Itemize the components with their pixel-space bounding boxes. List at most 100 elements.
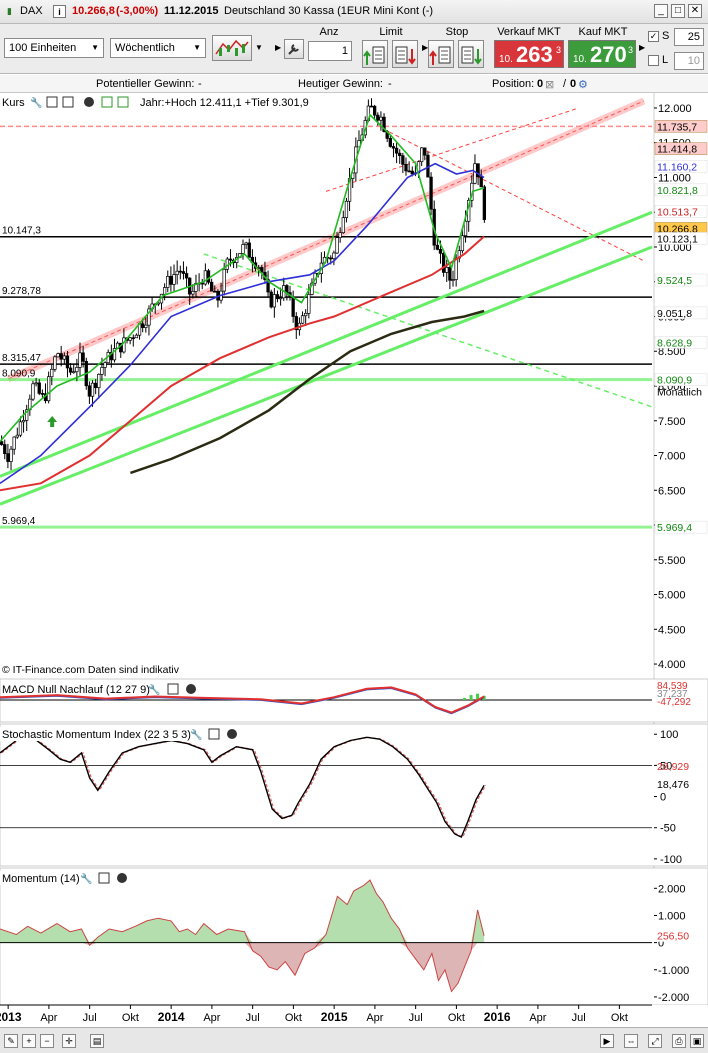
buy-market-button[interactable]: 10. 270 3 (568, 40, 636, 68)
candle-body (162, 287, 167, 295)
print-icon[interactable]: ⎙ (672, 1034, 686, 1048)
settings-button[interactable] (284, 39, 304, 59)
candle-body (209, 281, 214, 292)
candle-body (341, 217, 345, 234)
macd-panel-title: MACD Null Nachlauf (12 27 9) (2, 684, 150, 696)
units-select[interactable]: 100 Einheiten ▼ (4, 38, 104, 58)
wrench-icon (288, 44, 299, 55)
candle-body (97, 373, 101, 389)
smi-line (0, 736, 485, 839)
candle-body (9, 448, 13, 462)
smi-value-label: 20,929 (657, 761, 689, 773)
price-marker-label: 10.821,8 (657, 185, 698, 197)
candle-body (90, 382, 95, 397)
x-axis-bg (0, 1005, 708, 1027)
limit-buy-button[interactable] (362, 40, 388, 68)
minimize-icon[interactable]: _ (654, 4, 668, 18)
sell-market-button[interactable]: 10. 263 3 (494, 40, 564, 68)
candle-body (6, 453, 10, 462)
panel-maximize-icon (62, 96, 74, 108)
save-icon[interactable]: ▣ (690, 1034, 704, 1048)
moving-average-200 (129, 309, 485, 475)
candle-body (269, 291, 273, 308)
momentum-positive-area (0, 880, 485, 943)
macd-value-label: 84,539 (657, 681, 688, 692)
indicator-icon[interactable]: ▤ (90, 1034, 104, 1048)
candle-body (109, 352, 113, 361)
candle-body (166, 276, 170, 288)
x-tick-label: Okt (448, 1012, 465, 1024)
candle-body (172, 274, 176, 285)
chevron-down-icon: ▼ (91, 43, 99, 52)
candle-body (222, 268, 226, 292)
green-trendline-2 (0, 245, 653, 506)
crosshair-icon[interactable]: ✛ (62, 1034, 76, 1048)
info-icon[interactable]: i (53, 5, 66, 18)
candle-body (479, 176, 483, 188)
scroll-right-icon[interactable]: ▶ (600, 1034, 614, 1048)
limit-sell-button[interactable] (392, 40, 418, 68)
stop-buy-button[interactable] (428, 40, 454, 68)
buy-label: Kauf MKT (578, 26, 628, 38)
candle-body (100, 367, 104, 375)
level-label-2: 8.315,47 (2, 353, 41, 364)
period-select[interactable]: Wöchentlich ▼ (110, 38, 206, 58)
candle-body (103, 362, 107, 368)
stop-sell-button[interactable] (458, 40, 484, 68)
macd-value-label: -47,292 (657, 697, 691, 708)
candle-body (59, 353, 63, 360)
candle-body (144, 324, 148, 328)
s-value-input[interactable]: 25 (674, 28, 704, 46)
x-tick-label: Jul (83, 1012, 97, 1024)
price-marker-label: 10.513,7 (657, 206, 698, 218)
candle-body (181, 271, 186, 274)
momentum-panel-title: Momentum (14) (2, 873, 80, 885)
candle-body (72, 371, 76, 374)
candle-body (307, 294, 311, 314)
title-bar: ▮ DAX i 10.266,8 (-3,00%) 11.12.2015 Deu… (0, 0, 708, 24)
l-checkbox[interactable] (648, 55, 659, 66)
zoom-out-icon[interactable]: − (40, 1034, 54, 1048)
price-tick-label: 10.000 (658, 242, 692, 254)
candle-body (460, 235, 465, 252)
position-close-icon[interactable]: ⊠ (545, 79, 555, 91)
macd-histogram-bar (476, 693, 480, 700)
chart-type-button[interactable] (212, 35, 252, 61)
price-panel-title: Kurs (2, 97, 25, 109)
candle-body (21, 420, 26, 423)
candle-body (420, 147, 424, 163)
moving-average-green (0, 113, 485, 443)
buy-price-sup: 3 (628, 45, 634, 55)
close-icon[interactable]: ✕ (688, 4, 702, 18)
momentum-value-label: 256,50 (657, 931, 689, 943)
zoom-in-icon[interactable]: + (22, 1034, 36, 1048)
anz-input[interactable]: 1 (308, 41, 352, 61)
momentum-negative-area (0, 942, 485, 992)
candle-body (87, 385, 92, 397)
sell-price-sup: 3 (556, 45, 562, 55)
candle-body (228, 258, 233, 261)
chart-type-dropdown-icon[interactable]: ▼ (255, 43, 263, 52)
price-tick-label: 6.500 (658, 485, 686, 497)
position-settings-icon[interactable]: ⚙ (578, 79, 588, 91)
pen-tool-icon[interactable]: ✎ (4, 1034, 18, 1048)
smi-tick-label: 100 (660, 729, 678, 741)
expand-icon[interactable]: ⤢ (648, 1034, 662, 1048)
candle-body (260, 267, 264, 273)
level-extra-label: Monatlich (657, 387, 702, 399)
candle-body (272, 294, 276, 308)
chart-area: 10.147,3 9.278,78 8.315,47 8.090,9 5.969,4 12… (0, 93, 708, 1027)
maximize-icon[interactable]: □ (671, 4, 685, 18)
panel-close-icon (186, 684, 196, 694)
smi-tick-label: 0 (660, 792, 666, 804)
candle-body (344, 200, 349, 218)
candle-body (369, 105, 374, 108)
candle-body (18, 421, 23, 436)
fit-icon[interactable]: ⇔ (624, 1034, 638, 1048)
l-value-input[interactable]: 10 (674, 52, 704, 70)
candle-body (175, 270, 179, 275)
s-checkbox[interactable]: ✓ (648, 31, 659, 42)
moving-average-blue (0, 162, 485, 484)
sell-price-prefix: 10. (499, 54, 513, 65)
price-marker-label: 10.123,1 (657, 233, 698, 245)
